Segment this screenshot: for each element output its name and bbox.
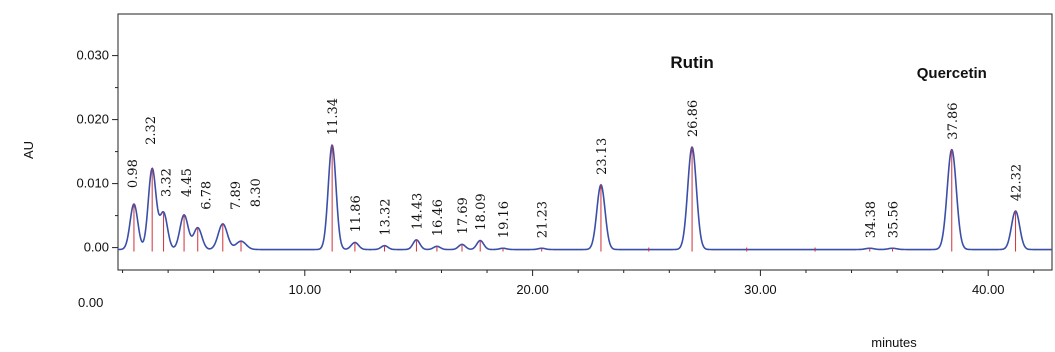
peak-label: 42.32	[1010, 164, 1025, 201]
peak-label: 21.23	[536, 201, 551, 238]
label-layer: 0.982.32 3.32 4.45 6.78 7.89 8.30 11.34 11.86 13…	[126, 53, 1025, 238]
x-tick-label: 40.00	[972, 282, 1005, 297]
peak-label: 19.16	[497, 201, 512, 238]
y-axis-title: AU	[21, 141, 36, 159]
peak-label: 35.56	[887, 201, 902, 238]
peak-label: 13.32	[379, 198, 394, 235]
peak-label: 11.34	[326, 98, 341, 135]
marker-layer	[133, 145, 1017, 252]
peak-label: 8.30	[249, 178, 264, 207]
y-tick-label: 0.030	[76, 48, 109, 63]
trace-layer	[118, 144, 1052, 251]
x-tick-label: 30.00	[744, 282, 777, 297]
y-tick-label: 0.010	[76, 176, 109, 191]
peak-label: 37.86	[946, 102, 961, 139]
peak-label: 34.38	[864, 201, 879, 238]
peak-label: 26.86	[686, 100, 701, 137]
peak-label: 7.89	[229, 181, 244, 210]
peak-label: 2.32	[144, 116, 159, 145]
compound-label: Quercetin	[917, 65, 987, 82]
y-tick-label: 0.00	[84, 240, 109, 255]
peak-label: 17.69	[456, 197, 471, 234]
peak-label: 11.86	[349, 195, 364, 232]
peak-label: 14.43	[410, 193, 425, 230]
peak-label: 16.46	[431, 199, 446, 236]
x-tick-label: 20.00	[516, 282, 549, 297]
plot-border	[117, 13, 1053, 271]
peak-label: 0.98	[126, 159, 141, 188]
plot-frame	[117, 13, 1053, 271]
y-tick-label: 0.020	[76, 112, 109, 127]
peak-label: 23.13	[595, 138, 610, 175]
x-origin-tick-label: 0.00	[78, 295, 103, 310]
axis-layer: 0.00 0.010 0.020 0.030 10.00 20.00 30.00 40.00	[76, 48, 1035, 297]
peak-label: 4.45	[180, 168, 195, 197]
compound-label: Rutin	[670, 53, 713, 72]
peak-label: 3.32	[160, 168, 175, 197]
x-axis-title: minutes	[871, 335, 917, 350]
peak-label: 6.78	[200, 181, 215, 210]
x-tick-label: 10.00	[289, 282, 322, 297]
chromatogram-trace	[118, 144, 1052, 251]
peak-label: 18.09	[474, 193, 489, 230]
